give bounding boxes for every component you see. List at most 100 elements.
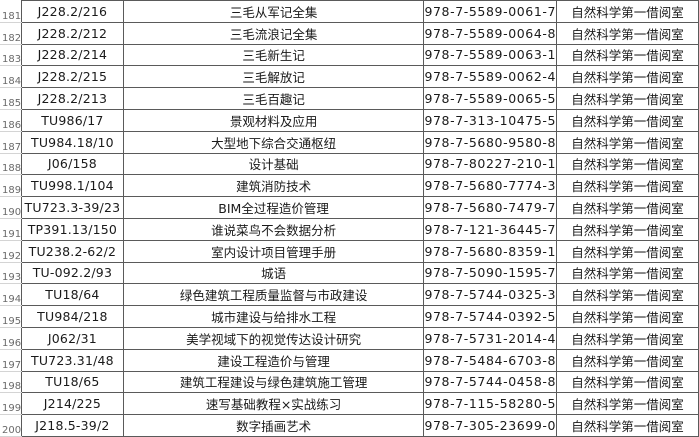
cell-title[interactable]: 建筑工程建设与绿色建筑施工管理 (122, 370, 425, 394)
cell-isbn[interactable]: 978-7-5484-6703-8 (423, 348, 558, 372)
cell-location[interactable]: 自然科学第一借阅室 (556, 43, 699, 67)
cell-title[interactable]: 建筑消防技术 (122, 174, 425, 198)
cell-call-number[interactable]: TU986/17 (21, 108, 124, 132)
cell-location[interactable]: 自然科学第一借阅室 (556, 174, 699, 198)
cell-isbn[interactable]: 978-7-5589-0065-5 (423, 87, 558, 110)
row-number[interactable]: 191 (0, 218, 22, 241)
row-number[interactable]: 187 (0, 131, 22, 154)
cell-isbn[interactable]: 978-7-5589-0062-4 (423, 65, 558, 89)
cell-location[interactable]: 自然科学第一借阅室 (556, 348, 699, 372)
cell-location[interactable]: 自然科学第一借阅室 (556, 217, 699, 241)
cell-isbn[interactable]: 978-7-5680-9580-8 (423, 130, 558, 154)
row-number[interactable]: 183 (0, 44, 22, 67)
cell-isbn[interactable]: 978-7-5589-0063-1 (423, 43, 558, 67)
cell-call-number[interactable]: TU-092.2/93 (21, 261, 124, 285)
cell-title[interactable]: 三毛从军记全集 (122, 0, 425, 23)
cell-isbn[interactable]: 978-7-305-23699-0 (423, 414, 558, 437)
cell-call-number[interactable]: TU723.31/48 (21, 348, 124, 372)
row-number[interactable]: 186 (0, 109, 22, 132)
cell-location[interactable]: 自然科学第一借阅室 (556, 65, 699, 89)
cell-call-number[interactable]: TU984.18/10 (21, 130, 124, 154)
cell-title[interactable]: 建设工程造价与管理 (122, 348, 425, 372)
cell-title[interactable]: 城市建设与给排水工程 (122, 305, 425, 328)
cell-title[interactable]: 绿色建筑工程质量监督与市政建设 (122, 283, 425, 307)
cell-title[interactable]: 景观材料及应用 (122, 108, 425, 132)
row-number[interactable]: 195 (0, 305, 22, 328)
cell-call-number[interactable]: J228.2/215 (21, 65, 124, 89)
cell-location[interactable]: 自然科学第一借阅室 (556, 239, 699, 263)
row-number[interactable]: 181 (0, 0, 22, 23)
cell-isbn[interactable]: 978-7-5589-0064-8 (423, 21, 558, 45)
cell-call-number[interactable]: TP391.13/150 (21, 217, 124, 241)
row-number[interactable]: 198 (0, 371, 22, 394)
cell-call-number[interactable]: J228.2/216 (21, 0, 124, 23)
cell-isbn[interactable]: 978-7-313-10475-5 (423, 108, 558, 132)
cell-call-number[interactable]: TU984/218 (21, 305, 124, 328)
row-number[interactable]: 182 (0, 22, 22, 45)
cell-isbn[interactable]: 978-7-5680-8359-1 (423, 239, 558, 263)
row-number[interactable]: 193 (0, 262, 22, 285)
cell-title[interactable]: 三毛解放记 (122, 65, 425, 89)
cell-call-number[interactable]: J228.2/214 (21, 43, 124, 67)
cell-title[interactable]: 城语 (122, 261, 425, 285)
cell-call-number[interactable]: J062/31 (21, 326, 124, 350)
row-number[interactable]: 192 (0, 240, 22, 263)
cell-location[interactable]: 自然科学第一借阅室 (556, 392, 699, 416)
row-number[interactable]: 188 (0, 153, 22, 176)
cell-location[interactable]: 自然科学第一借阅室 (556, 130, 699, 154)
row-number[interactable]: 194 (0, 283, 22, 307)
cell-location[interactable]: 自然科学第一借阅室 (556, 87, 699, 110)
cell-title[interactable]: 室内设计项目管理手册 (122, 239, 425, 263)
cell-title[interactable]: 三毛流浪记全集 (122, 21, 425, 45)
row-number[interactable]: 185 (0, 87, 22, 110)
cell-isbn[interactable]: 978-7-80227-210-1 (423, 152, 558, 176)
cell-call-number[interactable]: TU998.1/104 (21, 174, 124, 198)
cell-call-number[interactable]: J228.2/213 (21, 87, 124, 110)
cell-call-number[interactable]: J06/158 (21, 152, 124, 176)
cell-isbn[interactable]: 978-7-5680-7479-7 (423, 196, 558, 219)
row-number[interactable]: 199 (0, 392, 22, 416)
cell-isbn[interactable]: 978-7-5731-2014-4 (423, 326, 558, 350)
cell-title[interactable]: 三毛百趣记 (122, 87, 425, 110)
row-number[interactable]: 189 (0, 174, 22, 198)
cell-call-number[interactable]: TU238.2-62/2 (21, 239, 124, 263)
cell-location[interactable]: 自然科学第一借阅室 (556, 0, 699, 23)
cell-isbn[interactable]: 978-7-5744-0392-5 (423, 305, 558, 328)
cell-isbn[interactable]: 978-7-121-36445-7 (423, 217, 558, 241)
cell-call-number[interactable]: TU723.3-39/23 (21, 196, 124, 219)
cell-location[interactable]: 自然科学第一借阅室 (556, 196, 699, 219)
cell-location[interactable]: 自然科学第一借阅室 (556, 152, 699, 176)
row-number[interactable]: 190 (0, 196, 22, 219)
cell-location[interactable]: 自然科学第一借阅室 (556, 326, 699, 350)
cell-isbn[interactable]: 978-7-5589-0061-7 (423, 0, 558, 23)
cell-isbn[interactable]: 978-7-115-58280-5 (423, 392, 558, 416)
cell-location[interactable]: 自然科学第一借阅室 (556, 261, 699, 285)
row-number[interactable]: 200 (0, 414, 22, 437)
cell-location[interactable]: 自然科学第一借阅室 (556, 21, 699, 45)
cell-location[interactable]: 自然科学第一借阅室 (556, 305, 699, 328)
cell-title[interactable]: 三毛新生记 (122, 43, 425, 67)
cell-location[interactable]: 自然科学第一借阅室 (556, 108, 699, 132)
cell-call-number[interactable]: TU18/64 (21, 283, 124, 307)
cell-call-number[interactable]: J228.2/212 (21, 21, 124, 45)
cell-call-number[interactable]: J218.5-39/2 (21, 414, 124, 437)
cell-title[interactable]: 数字插画艺术 (122, 414, 425, 437)
row-number[interactable]: 184 (0, 65, 22, 89)
cell-title[interactable]: 谁说菜鸟不会数据分析 (122, 217, 425, 241)
cell-call-number[interactable]: TU18/65 (21, 370, 124, 394)
cell-title[interactable]: 速写基础教程×实战练习 (122, 392, 425, 416)
cell-title[interactable]: 美学视域下的视觉传达设计研究 (122, 326, 425, 350)
cell-isbn[interactable]: 978-7-5090-1595-7 (423, 261, 558, 285)
cell-call-number[interactable]: J214/225 (21, 392, 124, 416)
cell-location[interactable]: 自然科学第一借阅室 (556, 414, 699, 437)
cell-location[interactable]: 自然科学第一借阅室 (556, 370, 699, 394)
cell-location[interactable]: 自然科学第一借阅室 (556, 283, 699, 307)
row-number[interactable]: 196 (0, 327, 22, 350)
cell-isbn[interactable]: 978-7-5744-0325-3 (423, 283, 558, 307)
cell-isbn[interactable]: 978-7-5680-7774-3 (423, 174, 558, 198)
cell-title[interactable]: BIM全过程造价管理 (122, 196, 425, 219)
cell-title[interactable]: 设计基础 (122, 152, 425, 176)
cell-title[interactable]: 大型地下综合交通枢纽 (122, 130, 425, 154)
row-number[interactable]: 197 (0, 349, 22, 372)
cell-isbn[interactable]: 978-7-5744-0458-8 (423, 370, 558, 394)
